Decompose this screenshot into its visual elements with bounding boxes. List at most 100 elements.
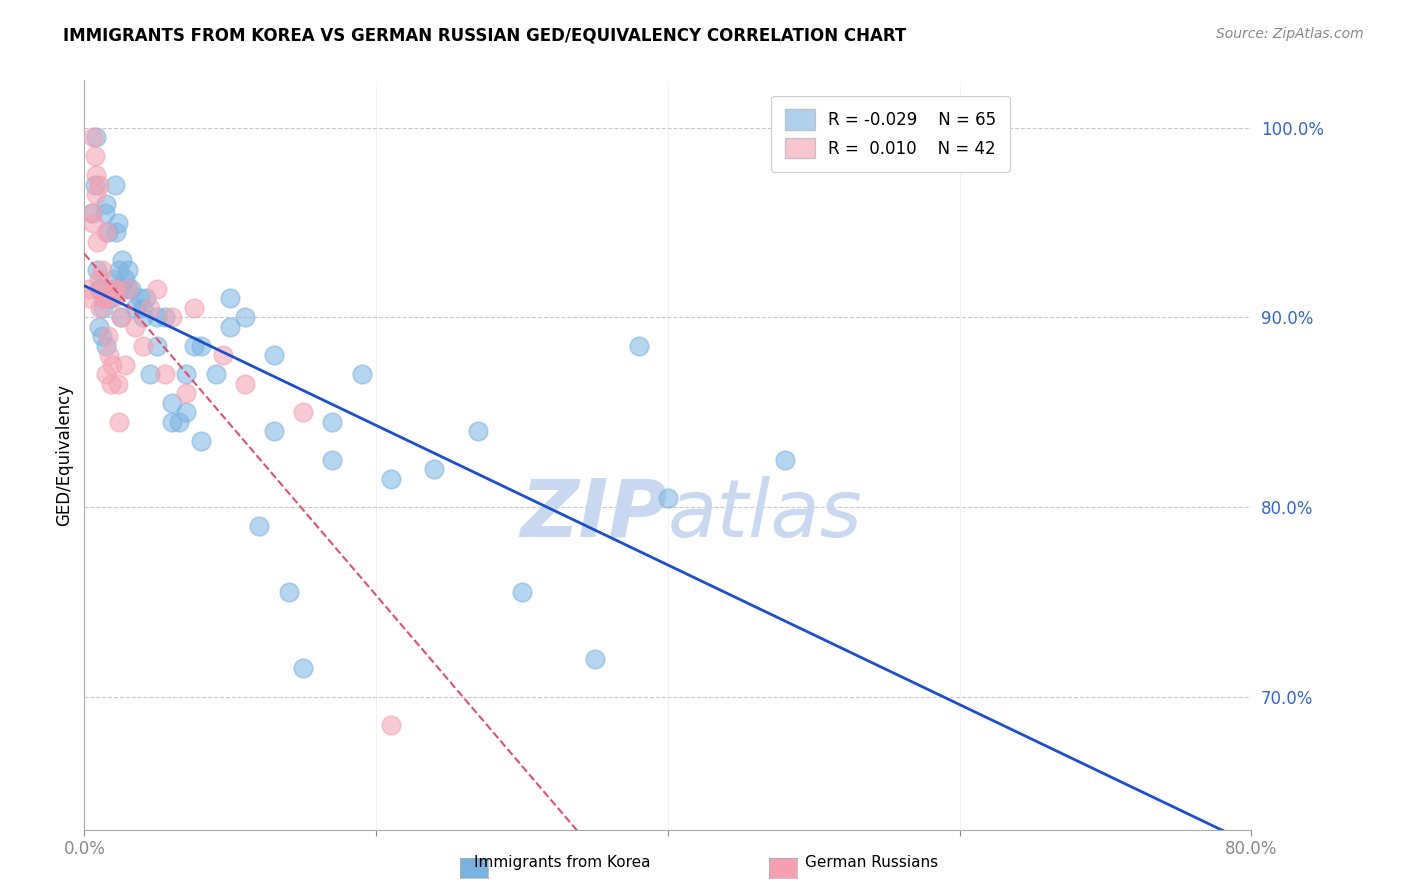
Point bbox=[176, 386, 198, 401]
Point bbox=[103, 272, 125, 286]
Point bbox=[111, 253, 134, 268]
Point bbox=[96, 196, 118, 211]
Point bbox=[423, 462, 446, 476]
Point bbox=[627, 339, 650, 353]
Point bbox=[103, 282, 125, 296]
Point bbox=[82, 130, 104, 145]
Point bbox=[176, 368, 198, 382]
Point bbox=[100, 292, 122, 306]
Point bbox=[233, 310, 256, 325]
Point bbox=[146, 310, 169, 325]
Point bbox=[87, 319, 110, 334]
Y-axis label: GED/Equivalency: GED/Equivalency bbox=[55, 384, 73, 526]
Point bbox=[103, 282, 125, 296]
Point bbox=[90, 263, 112, 277]
Point bbox=[212, 348, 235, 362]
Point bbox=[321, 452, 343, 467]
Point bbox=[98, 292, 121, 306]
Point bbox=[117, 282, 139, 296]
Point bbox=[510, 585, 533, 599]
Point bbox=[105, 225, 128, 239]
Point bbox=[117, 282, 139, 296]
Point bbox=[110, 282, 132, 296]
Point bbox=[160, 310, 183, 325]
Point bbox=[87, 178, 110, 192]
Point bbox=[87, 272, 110, 286]
Point bbox=[657, 491, 679, 505]
Point bbox=[132, 301, 155, 315]
Point bbox=[132, 339, 155, 353]
Point bbox=[101, 358, 124, 372]
Point bbox=[80, 206, 103, 220]
Point bbox=[91, 301, 114, 315]
Point bbox=[190, 339, 212, 353]
Point bbox=[167, 415, 190, 429]
Text: ZIP: ZIP bbox=[520, 475, 668, 554]
Point bbox=[139, 301, 162, 315]
Point bbox=[117, 263, 139, 277]
Point bbox=[467, 424, 489, 438]
Point bbox=[104, 282, 127, 296]
Point bbox=[350, 368, 373, 382]
Point bbox=[176, 405, 198, 419]
Point bbox=[132, 310, 155, 325]
Point bbox=[277, 585, 299, 599]
Point bbox=[84, 130, 107, 145]
Text: atlas: atlas bbox=[668, 475, 863, 554]
Point bbox=[82, 215, 104, 229]
Point bbox=[91, 292, 114, 306]
Point bbox=[292, 661, 315, 675]
Point bbox=[380, 472, 402, 486]
Text: Immigrants from Korea: Immigrants from Korea bbox=[474, 855, 651, 870]
Point bbox=[160, 415, 183, 429]
Point bbox=[146, 339, 169, 353]
Point bbox=[219, 319, 242, 334]
Point bbox=[219, 292, 242, 306]
Point bbox=[94, 292, 117, 306]
Text: Source: ZipAtlas.com: Source: ZipAtlas.com bbox=[1216, 27, 1364, 41]
Point bbox=[107, 215, 129, 229]
Point bbox=[83, 149, 105, 163]
Point bbox=[114, 272, 136, 286]
Point bbox=[183, 301, 205, 315]
Point bbox=[108, 415, 131, 429]
Point bbox=[110, 310, 132, 325]
Point bbox=[583, 652, 606, 666]
Point bbox=[120, 282, 142, 296]
Point bbox=[84, 168, 107, 182]
Point bbox=[124, 301, 146, 315]
Point bbox=[96, 339, 118, 353]
Text: IMMIGRANTS FROM KOREA VS GERMAN RUSSIAN GED/EQUIVALENCY CORRELATION CHART: IMMIGRANTS FROM KOREA VS GERMAN RUSSIAN … bbox=[63, 27, 907, 45]
Point bbox=[263, 424, 285, 438]
Point bbox=[86, 235, 108, 249]
Point bbox=[204, 368, 226, 382]
Point bbox=[96, 368, 118, 382]
Point bbox=[160, 396, 183, 410]
Point bbox=[153, 368, 176, 382]
Point bbox=[292, 405, 315, 419]
Point bbox=[139, 368, 162, 382]
Point bbox=[89, 301, 111, 315]
Point bbox=[87, 282, 110, 296]
Point bbox=[321, 415, 343, 429]
Point bbox=[183, 339, 205, 353]
Point bbox=[190, 434, 212, 448]
Point bbox=[114, 358, 136, 372]
Point bbox=[233, 376, 256, 391]
Point bbox=[100, 376, 122, 391]
Point bbox=[90, 329, 112, 343]
Point bbox=[97, 329, 120, 343]
Point bbox=[263, 348, 285, 362]
Point bbox=[84, 187, 107, 202]
Text: German Russians: German Russians bbox=[806, 855, 938, 870]
Point bbox=[104, 178, 127, 192]
Point bbox=[83, 178, 105, 192]
Point bbox=[97, 225, 120, 239]
Point bbox=[249, 519, 271, 533]
Point bbox=[80, 206, 103, 220]
Point bbox=[79, 292, 101, 306]
Point bbox=[124, 319, 146, 334]
Point bbox=[91, 282, 114, 296]
Point bbox=[89, 282, 111, 296]
Point bbox=[153, 310, 176, 325]
